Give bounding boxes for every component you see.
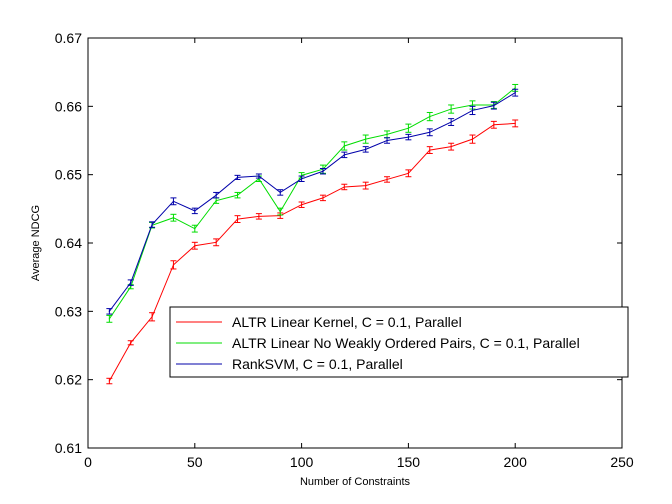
data-point	[130, 342, 132, 344]
plot-frame	[87, 37, 623, 449]
data-point	[194, 245, 196, 247]
data-point	[429, 115, 431, 118]
data-point	[322, 197, 324, 199]
data-point	[365, 185, 367, 187]
data-point	[450, 146, 452, 148]
x-tick-label: 250	[610, 454, 634, 470]
series-line	[108, 122, 516, 382]
legend-box	[169, 306, 629, 378]
data-point	[514, 92, 516, 94]
data-point	[215, 200, 217, 202]
data-point	[407, 127, 409, 129]
series-2	[106, 83, 519, 323]
x-tick-label: 100	[290, 454, 314, 470]
data-point	[236, 218, 239, 220]
data-point	[108, 318, 110, 320]
y-axis-label: Average NDCG	[30, 205, 42, 281]
y-tick-labels: 0.61 0.62 0.63 0.64 0.65 0.66 0.67	[55, 30, 82, 456]
data-point	[172, 264, 175, 266]
data-point	[215, 194, 217, 196]
series-line	[108, 92, 516, 312]
x-axis-label: Number of Constraints	[300, 476, 411, 488]
y-tick-label: 0.64	[55, 235, 82, 251]
legend-label: ALTR Linear No Weakly Ordered Pairs, C =…	[232, 335, 580, 351]
plot-axes	[87, 37, 623, 449]
y-tick-label: 0.63	[55, 303, 82, 319]
y-tick-label: 0.67	[55, 30, 82, 46]
data-point	[151, 316, 153, 318]
data-point	[450, 108, 452, 110]
x-tick-label: 150	[397, 454, 421, 470]
data-point	[471, 138, 474, 140]
data-point	[407, 136, 409, 138]
x-tick-labels: 0 50 100 150 200 250	[84, 454, 634, 470]
data-point	[301, 204, 303, 206]
data-point	[343, 154, 345, 156]
data-point	[279, 191, 281, 194]
x-tick-label: 50	[187, 454, 203, 470]
data-point	[108, 310, 110, 312]
data-point	[386, 178, 388, 181]
data-point	[343, 145, 345, 147]
data-point	[450, 121, 452, 123]
series-3	[106, 88, 519, 315]
data-point	[258, 175, 260, 177]
legend-item-3: RankSVM, C = 0.1, Parallel	[176, 356, 403, 372]
data-point	[514, 122, 516, 125]
legend-label: ALTR Linear Kernel, C = 0.1, Parallel	[232, 314, 462, 330]
data-point	[322, 170, 324, 172]
data-point	[471, 104, 474, 106]
data-point	[130, 286, 132, 288]
data-point	[471, 109, 474, 112]
data-point	[386, 139, 388, 142]
data-point	[279, 210, 281, 213]
data-point	[194, 210, 196, 212]
data-point	[429, 131, 431, 133]
legend: ALTR Linear Kernel, C = 0.1, Parallel ALT…	[169, 306, 629, 378]
data-point	[429, 149, 431, 151]
series-1	[106, 119, 519, 385]
series-lines	[106, 83, 519, 385]
data-point	[301, 178, 303, 180]
y-tick-label: 0.62	[55, 372, 82, 388]
data-point	[108, 380, 110, 382]
legend-item-2: ALTR Linear No Weakly Ordered Pairs, C =…	[176, 335, 580, 351]
data-point	[172, 217, 175, 219]
data-point	[493, 105, 495, 107]
y-tick-label: 0.61	[55, 440, 82, 456]
legend-label: RankSVM, C = 0.1, Parallel	[232, 356, 403, 372]
legend-item-1: ALTR Linear Kernel, C = 0.1, Parallel	[176, 314, 462, 330]
data-point	[151, 223, 153, 226]
data-point	[172, 200, 175, 202]
y-tick-label: 0.66	[55, 98, 82, 114]
data-point	[215, 241, 217, 243]
data-point	[130, 282, 132, 284]
x-tick-label: 200	[504, 454, 528, 470]
series-line	[108, 87, 516, 320]
data-point	[365, 148, 367, 150]
data-point	[493, 124, 495, 126]
data-point	[194, 228, 196, 230]
y-tick-label: 0.65	[55, 167, 82, 183]
data-point	[236, 176, 239, 178]
data-point	[365, 138, 367, 140]
data-point	[514, 87, 516, 89]
x-tick-label: 0	[84, 454, 92, 470]
data-point	[236, 194, 239, 196]
data-point	[343, 186, 345, 188]
data-point	[407, 172, 409, 174]
data-point	[258, 215, 260, 217]
data-point	[386, 133, 388, 135]
